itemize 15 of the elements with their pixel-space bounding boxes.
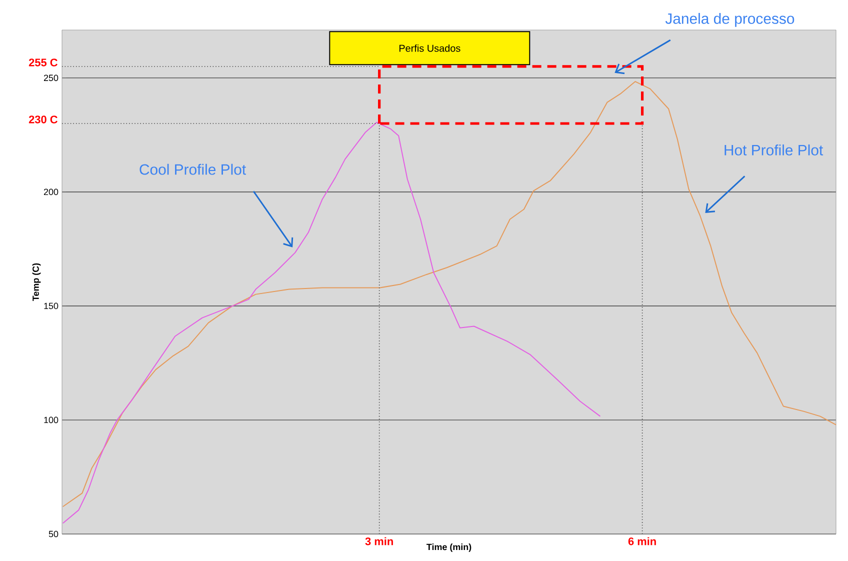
y-axis-title: Temp (C) bbox=[32, 263, 41, 301]
ref-line-label: 230 C bbox=[28, 116, 58, 124]
y-tick-label: 50 bbox=[48, 530, 58, 538]
ref-line-label: 6 min bbox=[628, 537, 656, 546]
ref-line-label: 3 min bbox=[365, 537, 393, 546]
y-tick-label: 150 bbox=[44, 302, 58, 310]
annotation: Cool Profile Plot bbox=[140, 164, 246, 175]
y-tick-label: 200 bbox=[44, 188, 58, 196]
y-tick-label: 250 bbox=[44, 74, 58, 82]
x-axis-title: Time (min) bbox=[426, 544, 472, 552]
annotation: Hot Profile Plot bbox=[724, 144, 824, 156]
text: Janela de processo bbox=[665, 12, 794, 27]
y-tick-label: 100 bbox=[44, 416, 58, 424]
text: Perfis Usados bbox=[399, 44, 460, 52]
ref-line-label: 255 C bbox=[28, 58, 58, 66]
